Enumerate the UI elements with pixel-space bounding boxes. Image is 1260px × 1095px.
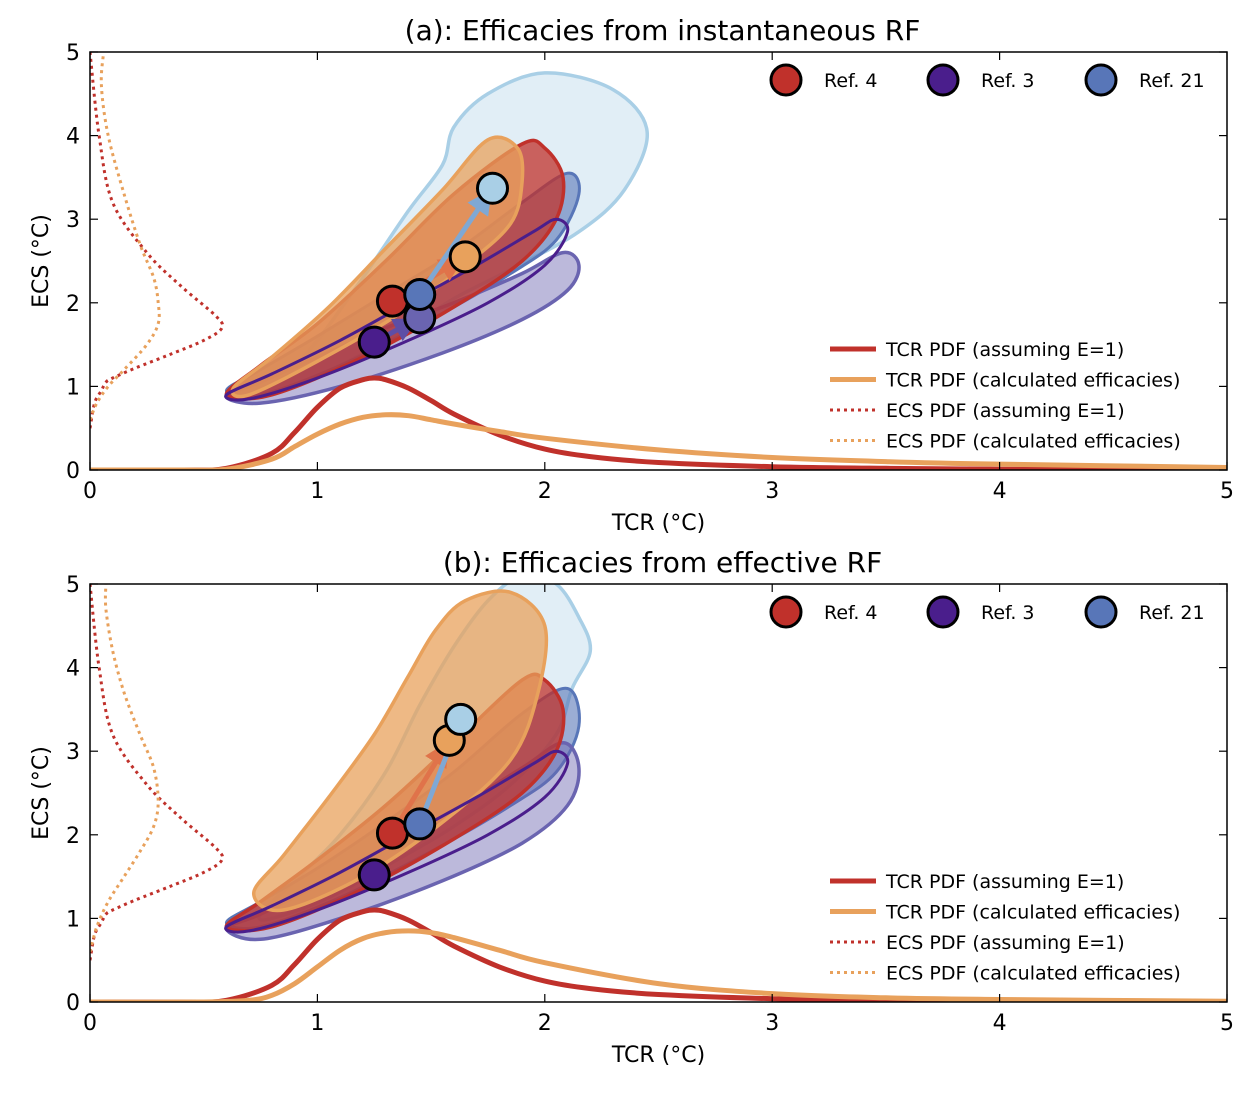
marker-legend: Ref. 4 Ref. 3 Ref. 21 [769,595,1205,629]
legend-line-label: ECS PDF (calculated efficacies) [886,431,1181,453]
legend-marker-label: Ref. 4 [824,70,878,92]
point-ref21-e1 [403,807,437,841]
legend-marker-label: Ref. 4 [824,602,878,624]
legend-line-label: TCR PDF (assuming E=1) [885,871,1124,893]
lines-legend: TCR PDF (assuming E=1) TCR PDF (calculate… [830,339,1181,453]
lines-legend: TCR PDF (assuming E=1) TCR PDF (calculate… [830,871,1181,985]
point-ref21-e1 [403,277,437,311]
y-axis-label: ECS (°C) [29,746,54,840]
x-tick-label: 4 [993,479,1007,504]
y-tick-label: 2 [66,824,80,849]
x-tick-label: 3 [765,1011,779,1036]
series-line-1 [90,928,1227,1002]
x-tick-label: 1 [310,479,324,504]
legend-marker [769,63,803,97]
series-line-1 [90,412,1227,470]
panel-b: 0 1 2 3 4 5 0 1 2 3 4 5 (b): Efficacies from effecti… [29,546,1234,1068]
legend-line-label: TCR PDF (assuming E=1) [885,339,1124,361]
y-tick-label: 0 [66,991,80,1016]
legend-marker-label: Ref. 21 [1139,70,1205,92]
legend-marker [926,63,960,97]
x-tick-label: 0 [83,1011,97,1036]
y-tick-label: 5 [66,41,80,66]
legend-line-label: ECS PDF (assuming E=1) [886,400,1125,422]
y-tick-label: 4 [66,657,80,682]
legend-line-label: TCR PDF (calculated efficacies) [885,902,1180,924]
point-ref4-e1 [375,816,409,850]
y-tick-label: 1 [66,907,80,932]
y-tick-label: 5 [66,573,80,598]
plot-area [90,52,1227,470]
y-tick-label: 4 [66,125,80,150]
x-tick-label: 2 [538,479,552,504]
legend-line-label: TCR PDF (calculated efficacies) [885,370,1180,392]
series-line-3 [90,52,161,421]
x-axis-label: TCR (°C) [611,1043,705,1068]
legend-marker [926,595,960,629]
plot-area [90,584,1227,1002]
chart-title: (a): Efficacies from instantaneous RF [405,14,921,47]
legend-marker-label: Ref. 21 [1139,602,1205,624]
point-ref4-calculated [448,240,482,274]
x-tick-label: 2 [538,1011,552,1036]
chart-title: (b): Efficacies from effective RF [443,546,882,579]
legend-line-label: ECS PDF (calculated efficacies) [886,963,1181,985]
point-ref3-e1 [357,858,391,892]
x-tick-label: 3 [765,479,779,504]
contour-ref3-e1 [224,749,570,934]
series-line-0 [90,375,1227,470]
axes-frame [89,51,1228,471]
y-tick-label: 0 [66,459,80,484]
marker-legend: Ref. 4 Ref. 3 Ref. 21 [769,63,1205,97]
y-tick-label: 2 [66,292,80,317]
legend-marker [1084,63,1118,97]
legend-marker-label: Ref. 3 [981,70,1035,92]
shift-arrow-ref4 [390,741,449,835]
legend-marker [1084,595,1118,629]
legend-marker [769,595,803,629]
panel-a: 0 1 2 3 4 5 0 1 2 3 4 5 (a): Efficacies from instant… [29,14,1234,536]
point-ref3-e1 [357,325,391,359]
series-line-2 [90,52,225,429]
y-tick-label: 1 [66,375,80,400]
contour-ref3-e1 [224,217,570,402]
y-axis-label: ECS (°C) [29,214,54,308]
point-ref4-e1 [375,284,409,318]
x-tick-label: 4 [993,1011,1007,1036]
x-axis-label: TCR (°C) [611,511,705,536]
shift-arrow-ref21 [417,189,492,296]
legend-marker-label: Ref. 3 [981,602,1035,624]
x-tick-label: 0 [83,479,97,504]
point-ref21-calculated [475,171,509,205]
x-tick-label: 5 [1220,479,1234,504]
contour-ref4-calculated [230,135,525,399]
y-tick-label: 3 [66,208,80,233]
series-line-3 [90,584,160,953]
point-ref21-calculated [444,702,478,736]
y-tick-label: 3 [66,740,80,765]
legend-line-label: ECS PDF (assuming E=1) [886,932,1125,954]
x-tick-label: 5 [1220,1011,1234,1036]
axes-frame [89,583,1228,1003]
x-tick-label: 1 [310,1011,324,1036]
series-line-2 [90,584,225,961]
